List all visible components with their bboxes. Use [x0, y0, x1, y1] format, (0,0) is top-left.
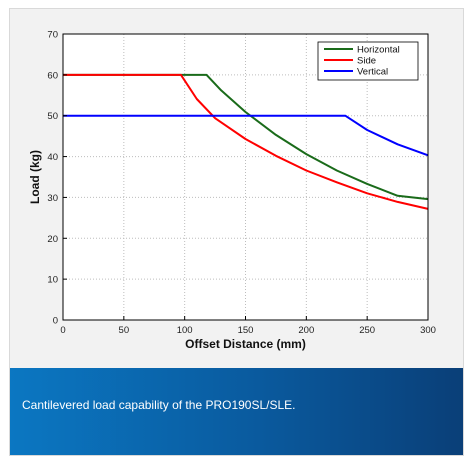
series-line-horizontal	[63, 73, 429, 201]
y-tick-label: 0	[53, 316, 58, 327]
chart-area: 0 50 100 150 200 250 300 0 10 20 30 40 50 60 70 Offset…	[10, 9, 463, 368]
figure-caption: Cantilevered load capability of the PRO1…	[22, 398, 296, 412]
series-line-side	[63, 73, 429, 210]
x-tick-label: 50	[119, 325, 130, 336]
legend-label: Side	[357, 56, 376, 67]
x-tick-label: 100	[177, 325, 193, 336]
y-tick-label: 70	[47, 30, 58, 41]
x-tick-label: 0	[60, 325, 65, 336]
load-chart: 0 50 100 150 200 250 300 0 10 20 30 40 50 60 70 Offset…	[28, 30, 436, 352]
y-tick-label: 50	[47, 111, 58, 122]
legend-label: Vertical	[357, 67, 388, 78]
plot-background	[63, 34, 428, 320]
figure-card: 0 50 100 150 200 250 300 0 10 20 30 40 50 60 70 Offset…	[9, 8, 464, 456]
legend-label: Horizontal	[357, 45, 400, 56]
x-tick-label: 150	[238, 325, 254, 336]
x-tick-label: 300	[420, 325, 436, 336]
x-axis-title: Offset Distance (mm)	[185, 337, 306, 351]
y-tick-label: 20	[47, 234, 58, 245]
series-line-vertical	[63, 114, 429, 157]
axis-ticks: 0 50 100 150 200 250 300 0 10 20 30 40 50 60 70	[47, 30, 436, 337]
caption-band: Cantilevered load capability of the PRO1…	[10, 368, 463, 455]
series-lines	[63, 73, 429, 210]
y-tick-label: 30	[47, 193, 58, 204]
y-tick-label: 60	[47, 70, 58, 81]
x-tick-label: 200	[298, 325, 314, 336]
y-tick-label: 40	[47, 152, 58, 163]
y-tick-label: 10	[47, 275, 58, 286]
x-tick-label: 250	[359, 325, 375, 336]
y-axis-title: Load (kg)	[28, 150, 42, 204]
